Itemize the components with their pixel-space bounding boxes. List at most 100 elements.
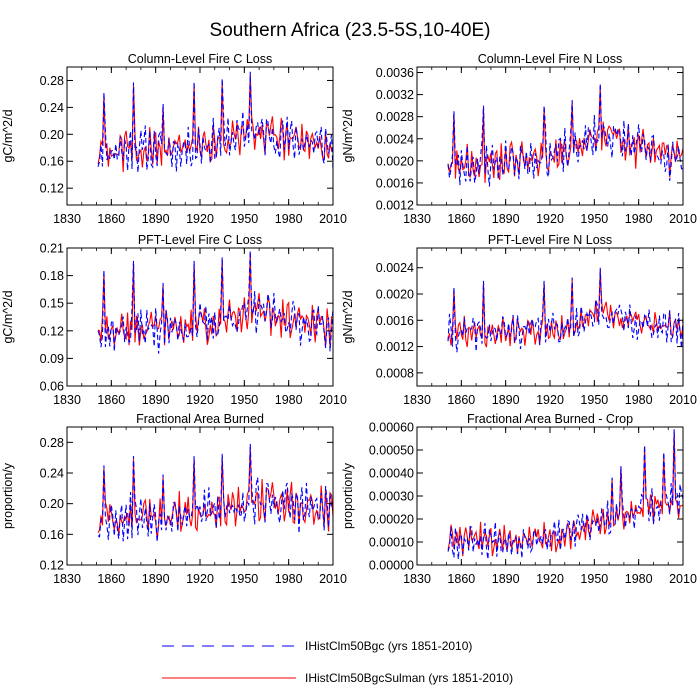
panel-5: 1830 1860 1890 1920 1950 1980 2010 0.12 0.16 0.20… [1, 412, 347, 586]
x-tick-label: 2010 [669, 572, 697, 586]
panel-title: Fractional Area Burned - Crop [467, 412, 633, 426]
legend: IHistClm50Bgc (yrs 1851-2010) IHistClm50B… [162, 639, 513, 685]
x-tick-label: 1980 [275, 212, 303, 226]
y-tick-label: 0.0020 [376, 154, 414, 168]
x-tick-label: 1980 [625, 393, 653, 407]
y-tick-label: 0.00030 [369, 490, 414, 504]
x-tick-label: 1890 [492, 212, 520, 226]
y-tick-label: 0.28 [40, 436, 64, 450]
x-tick-label: 1920 [186, 212, 214, 226]
y-tick-label: 0.12 [40, 182, 64, 196]
x-tick-label: 1980 [275, 572, 303, 586]
panel-title: PFT-Level Fire N Loss [488, 233, 612, 247]
y-tick-label: 0.0032 [376, 88, 414, 102]
panel-title: Column-Level Fire N Loss [478, 52, 623, 66]
series-line-IHistClm50BgcSulman [97, 253, 333, 348]
y-tick-label: 0.21 [40, 242, 64, 256]
y-tick-label: 0.0024 [376, 261, 414, 275]
panel-title: Column-Level Fire C Loss [128, 52, 273, 66]
y-axis-label: gC/m^2/d [1, 109, 15, 162]
x-tick-label: 2010 [669, 393, 697, 407]
y-axis-label: gN/m^2/d [341, 109, 355, 162]
series-line-IHistClm50BgcSulman [447, 86, 683, 183]
x-tick-label: 1890 [492, 393, 520, 407]
plot-frame [66, 426, 334, 566]
x-tick-label: 2010 [669, 212, 697, 226]
y-tick-label: 0.16 [40, 528, 64, 542]
y-axis-label: gN/m^2/d [341, 290, 355, 343]
panel-4: 1830 1860 1890 1920 1950 1980 2010 0.0008 0.0012… [341, 233, 697, 407]
y-tick-label: 0.0036 [376, 66, 414, 80]
x-tick-label: 1860 [97, 572, 125, 586]
x-tick-label: 1860 [447, 212, 475, 226]
series-line-IHistClm50Bgc [447, 267, 683, 353]
x-tick-label: 2010 [319, 212, 347, 226]
series-line-IHistClm50Bgc [447, 429, 683, 560]
y-tick-label: 0.0012 [376, 340, 414, 354]
x-tick-label: 1830 [53, 393, 81, 407]
panel-3: 1830 1860 1890 1920 1950 1980 2010 0.06 0.09 0.12… [1, 233, 347, 407]
y-tick-label: 0.24 [40, 467, 64, 481]
y-tick-label: 0.24 [40, 101, 64, 115]
panel-title: PFT-Level Fire C Loss [138, 233, 262, 247]
x-tick-label: 2010 [319, 572, 347, 586]
x-tick-label: 1920 [536, 212, 564, 226]
y-tick-label: 0.12 [40, 324, 64, 338]
y-tick-label: 0.09 [40, 352, 64, 366]
x-tick-label: 1980 [625, 572, 653, 586]
x-tick-label: 1860 [97, 393, 125, 407]
x-tick-label: 1890 [142, 212, 170, 226]
panel-1: 1830 1860 1890 1920 1950 1980 2010 0.12 0.16 0.20… [1, 52, 347, 226]
x-tick-label: 1950 [230, 212, 258, 226]
series-line-IHistClm50Bgc [97, 250, 333, 354]
y-axis-label: gC/m^2/d [1, 290, 15, 343]
x-tick-label: 2010 [319, 393, 347, 407]
y-tick-label: 0.00020 [369, 513, 414, 527]
y-tick-label: 0.16 [40, 155, 64, 169]
y-tick-label: 0.0020 [376, 288, 414, 302]
x-tick-label: 1830 [403, 212, 431, 226]
x-tick-label: 1980 [275, 393, 303, 407]
y-tick-label: 0.20 [40, 128, 64, 142]
x-tick-label: 1950 [580, 572, 608, 586]
x-tick-label: 1860 [97, 212, 125, 226]
y-tick-label: 0.06 [40, 380, 64, 394]
y-tick-label: 0.20 [40, 497, 64, 511]
y-tick-label: 0.00000 [369, 559, 414, 573]
plot-frame [66, 66, 334, 206]
x-tick-label: 1950 [580, 393, 608, 407]
y-tick-label: 0.18 [40, 269, 64, 283]
x-tick-label: 1920 [186, 572, 214, 586]
x-tick-label: 1980 [625, 212, 653, 226]
x-tick-label: 1890 [492, 572, 520, 586]
y-tick-label: 0.00040 [369, 467, 414, 481]
y-tick-label: 0.0016 [376, 314, 414, 328]
series-line-IHistClm50BgcSulman [97, 74, 333, 173]
plot-frame [416, 247, 684, 387]
legend-label: IHistClm50Bgc (yrs 1851-2010) [305, 639, 472, 653]
y-tick-label: 0.0024 [376, 132, 414, 146]
series-line-IHistClm50Bgc [447, 83, 683, 187]
series-line-IHistClm50Bgc [97, 71, 333, 173]
y-tick-label: 0.28 [40, 74, 64, 88]
x-tick-label: 1830 [403, 393, 431, 407]
x-tick-label: 1950 [230, 393, 258, 407]
x-tick-label: 1890 [142, 572, 170, 586]
x-tick-label: 1860 [447, 572, 475, 586]
y-tick-label: 0.15 [40, 297, 64, 311]
panel-6: 1830 1860 1890 1920 1950 1980 2010 0.00000 0.000… [341, 412, 697, 586]
y-tick-label: 0.12 [40, 559, 64, 573]
figure-title: Southern Africa (23.5-5S,10-40E) [209, 20, 491, 41]
y-tick-label: 0.0016 [376, 176, 414, 190]
x-tick-label: 1920 [536, 393, 564, 407]
x-tick-label: 1830 [53, 572, 81, 586]
y-tick-label: 0.0012 [376, 199, 414, 213]
x-tick-label: 1860 [447, 393, 475, 407]
x-tick-label: 1950 [230, 572, 258, 586]
y-tick-label: 0.00010 [369, 536, 414, 550]
x-tick-label: 1920 [536, 572, 564, 586]
x-tick-label: 1890 [142, 393, 170, 407]
x-tick-label: 1830 [53, 212, 81, 226]
panel-2: 1830 1860 1890 1920 1950 1980 2010 0.0012 0.0016… [341, 52, 697, 226]
